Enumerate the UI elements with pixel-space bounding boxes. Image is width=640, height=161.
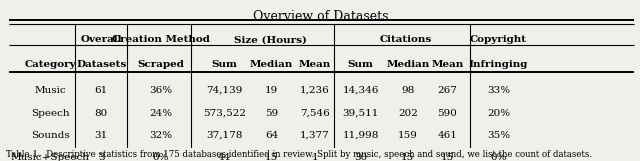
Text: 461: 461 bbox=[438, 131, 458, 140]
Text: Table 1.  Descriptive statistics from 175 databases identified in review. Split : Table 1. Descriptive statistics from 175… bbox=[6, 150, 593, 159]
Text: 74,139: 74,139 bbox=[206, 86, 243, 95]
Text: 20%: 20% bbox=[487, 109, 510, 118]
Text: 573,522: 573,522 bbox=[203, 109, 246, 118]
Text: Sounds: Sounds bbox=[31, 131, 70, 140]
Text: Overview of Datasets: Overview of Datasets bbox=[253, 10, 389, 23]
Text: 0%: 0% bbox=[152, 153, 169, 161]
Text: 36%: 36% bbox=[149, 86, 172, 95]
Text: 11,998: 11,998 bbox=[342, 131, 379, 140]
Text: Scraped: Scraped bbox=[137, 60, 184, 69]
Text: Copyright: Copyright bbox=[470, 35, 527, 44]
Text: 590: 590 bbox=[438, 109, 458, 118]
Text: Creation Method: Creation Method bbox=[111, 35, 209, 44]
Text: Category: Category bbox=[24, 60, 76, 69]
Text: 1,236: 1,236 bbox=[300, 86, 330, 95]
Text: 35%: 35% bbox=[487, 131, 510, 140]
Text: 15: 15 bbox=[265, 153, 278, 161]
Text: 0%: 0% bbox=[490, 153, 507, 161]
Text: 1: 1 bbox=[312, 153, 318, 161]
Text: 30: 30 bbox=[354, 153, 367, 161]
Text: 1,377: 1,377 bbox=[300, 131, 330, 140]
Text: 39,511: 39,511 bbox=[342, 109, 379, 118]
Text: Mean: Mean bbox=[299, 60, 331, 69]
Text: 159: 159 bbox=[398, 131, 418, 140]
Text: 267: 267 bbox=[438, 86, 458, 95]
Text: Overall: Overall bbox=[81, 35, 122, 44]
Text: 44: 44 bbox=[218, 153, 231, 161]
Text: 19: 19 bbox=[265, 86, 278, 95]
Text: 80: 80 bbox=[95, 109, 108, 118]
Text: 31: 31 bbox=[95, 131, 108, 140]
Text: Mean: Mean bbox=[431, 60, 463, 69]
Text: 32%: 32% bbox=[149, 131, 172, 140]
Text: Median: Median bbox=[387, 60, 429, 69]
Text: 7,546: 7,546 bbox=[300, 109, 330, 118]
Text: Sum: Sum bbox=[348, 60, 374, 69]
Text: Datasets: Datasets bbox=[76, 60, 126, 69]
Text: Sum: Sum bbox=[211, 60, 237, 69]
Text: 15: 15 bbox=[441, 153, 454, 161]
Text: Music+Speech: Music+Speech bbox=[11, 153, 90, 161]
Text: Citations: Citations bbox=[380, 35, 431, 44]
Text: 14,346: 14,346 bbox=[342, 86, 379, 95]
Text: 33%: 33% bbox=[487, 86, 510, 95]
Text: 37,178: 37,178 bbox=[206, 131, 243, 140]
Text: 3: 3 bbox=[98, 153, 104, 161]
Text: 61: 61 bbox=[95, 86, 108, 95]
Text: 98: 98 bbox=[401, 86, 415, 95]
Text: Size (Hours): Size (Hours) bbox=[234, 35, 307, 44]
Text: Infringing: Infringing bbox=[468, 60, 528, 69]
Text: 15: 15 bbox=[401, 153, 415, 161]
Text: 202: 202 bbox=[398, 109, 418, 118]
Text: 64: 64 bbox=[265, 131, 278, 140]
Text: Music: Music bbox=[35, 86, 66, 95]
Text: Median: Median bbox=[250, 60, 293, 69]
Text: Speech: Speech bbox=[31, 109, 69, 118]
Text: 59: 59 bbox=[265, 109, 278, 118]
Text: 24%: 24% bbox=[149, 109, 172, 118]
